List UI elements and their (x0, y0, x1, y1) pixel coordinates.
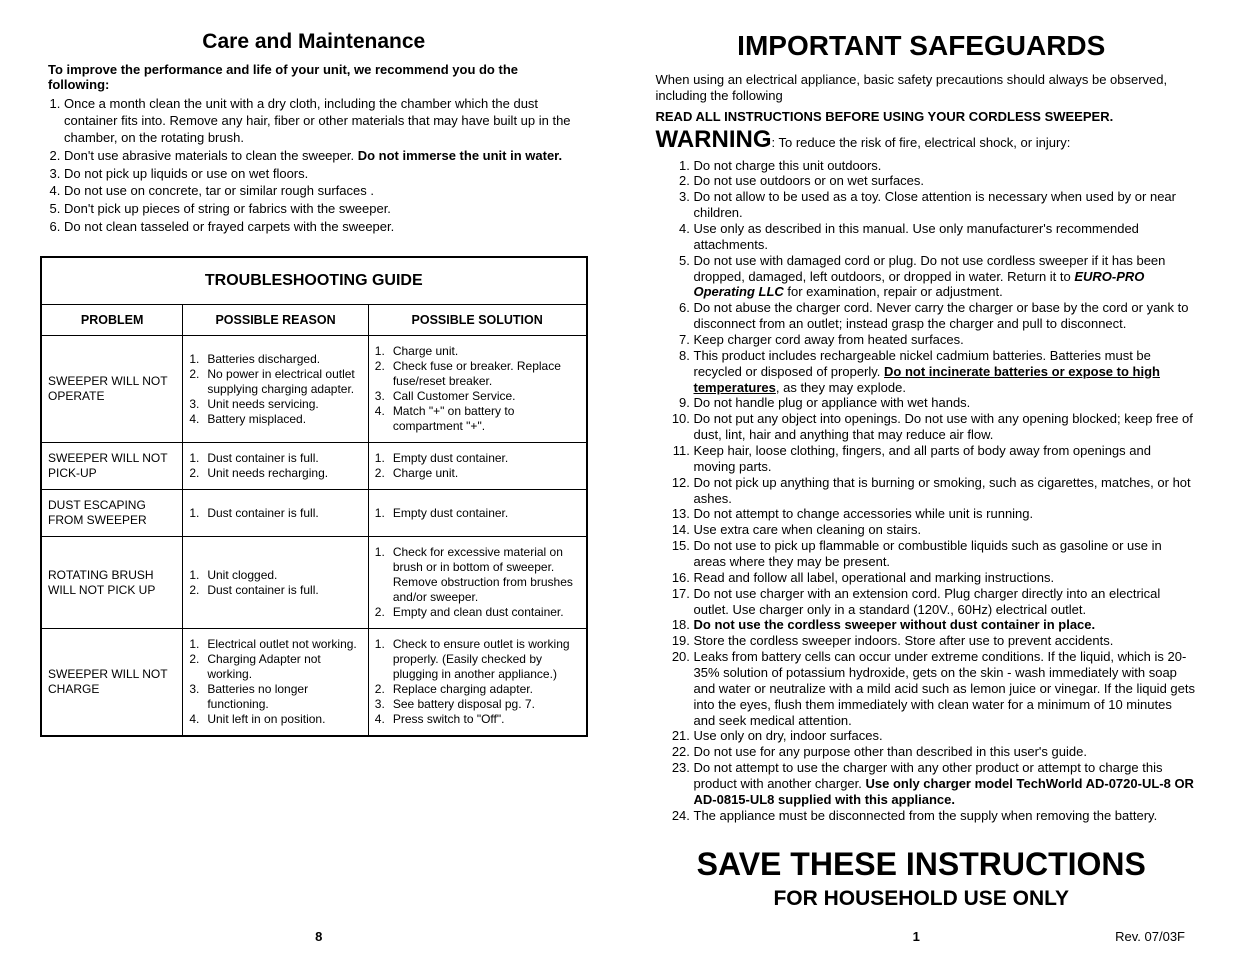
safeguards-list-item: The appliance must be disconnected from … (694, 808, 1196, 824)
trouble-reason: 1.Dust container is full. (183, 490, 368, 537)
trouble-problem: SWEEPER WILL NOT PICK-UP (41, 443, 183, 490)
trouble-reason: 1.Batteries discharged.2.No power in ele… (183, 336, 368, 443)
safeguards-list-item: Do not use the cordless sweeper without … (694, 617, 1196, 633)
right-footer: 1 Rev. 07/03F (618, 929, 1216, 944)
table-row: SWEEPER WILL NOT CHARGE1.Electrical outl… (41, 629, 587, 737)
safeguards-list-item: Do not handle plug or appliance with wet… (694, 395, 1196, 411)
warning-line: WARNING: To reduce the risk of fire, ele… (648, 126, 1196, 154)
left-footer: 8 (20, 929, 618, 944)
safeguards-list-item: This product includes rechargeable nicke… (694, 348, 1196, 396)
trouble-solution: 1.Empty dust container. (368, 490, 586, 537)
safeguards-list-item: Do not use outdoors or on wet surfaces. (694, 173, 1196, 189)
left-page: Care and Maintenance To improve the perf… (20, 30, 618, 944)
trouble-header-solution: POSSIBLE SOLUTION (368, 305, 586, 336)
trouble-solution: 1.Empty dust container.2.Charge unit. (368, 443, 586, 490)
safeguards-list-item: Do not abuse the charger cord. Never car… (694, 300, 1196, 332)
trouble-reason: 1.Dust container is full.2.Unit needs re… (183, 443, 368, 490)
safeguards-list-item: Use only on dry, indoor surfaces. (694, 728, 1196, 744)
household-title: FOR HOUSEHOLD USE ONLY (648, 887, 1196, 911)
safeguards-list-item: Leaks from battery cells can occur under… (694, 649, 1196, 728)
care-list-item: Do not use on concrete, tar or similar r… (64, 183, 588, 200)
trouble-problem: SWEEPER WILL NOT OPERATE (41, 336, 183, 443)
safeguards-list-item: Do not use charger with an extension cor… (694, 586, 1196, 618)
safeguards-title: IMPORTANT SAFEGUARDS (648, 30, 1196, 62)
trouble-header-reason: POSSIBLE REASON (183, 305, 368, 336)
warning-big: WARNING (656, 126, 772, 153)
warning-rest: : To reduce the risk of fire, electrical… (772, 135, 1071, 150)
safeguards-list-item: Do not use to pick up flammable or combu… (694, 538, 1196, 570)
care-list-item: Do not pick up liquids or use on wet flo… (64, 166, 588, 183)
safeguards-list-item: Read and follow all label, operational a… (694, 570, 1196, 586)
care-list-item: Don't pick up pieces of string or fabric… (64, 201, 588, 218)
care-intro: To improve the performance and life of y… (40, 62, 588, 92)
safeguards-list: Do not charge this unit outdoors.Do not … (648, 158, 1196, 824)
care-title: Care and Maintenance (40, 30, 588, 54)
trouble-reason: 1.Unit clogged.2.Dust container is full. (183, 537, 368, 629)
safeguards-intro: When using an electrical appliance, basi… (648, 72, 1196, 105)
trouble-problem: ROTATING BRUSH WILL NOT PICK UP (41, 537, 183, 629)
safeguards-list-item: Do not allow to be used as a toy. Close … (694, 189, 1196, 221)
safeguards-list-item: Do not put any object into openings. Do … (694, 411, 1196, 443)
care-list-item: Once a month clean the unit with a dry c… (64, 96, 588, 147)
safeguards-list-item: Use extra care when cleaning on stairs. (694, 522, 1196, 538)
table-row: ROTATING BRUSH WILL NOT PICK UP1.Unit cl… (41, 537, 587, 629)
care-list: Once a month clean the unit with a dry c… (40, 96, 588, 236)
right-page-num: 1 (913, 929, 920, 944)
table-row: SWEEPER WILL NOT OPERATE1.Batteries disc… (41, 336, 587, 443)
safeguards-list-item: Do not attempt to use the charger with a… (694, 760, 1196, 808)
safeguards-list-item: Do not pick up anything that is burning … (694, 475, 1196, 507)
safeguards-list-item: Store the cordless sweeper indoors. Stor… (694, 633, 1196, 649)
trouble-reason: 1.Electrical outlet not working.2.Chargi… (183, 629, 368, 737)
right-page: IMPORTANT SAFEGUARDS When using an elect… (618, 30, 1216, 944)
safeguards-list-item: Do not attempt to change accessories whi… (694, 506, 1196, 522)
trouble-header-problem: PROBLEM (41, 305, 183, 336)
revision: Rev. 07/03F (1115, 929, 1185, 944)
safeguards-list-item: Use only as described in this manual. Us… (694, 221, 1196, 253)
safeguards-list-item: Do not use for any purpose other than de… (694, 744, 1196, 760)
trouble-solution: 1.Check for excessive material on brush … (368, 537, 586, 629)
trouble-header-row: PROBLEM POSSIBLE REASON POSSIBLE SOLUTIO… (41, 305, 587, 336)
save-title: SAVE THESE INSTRUCTIONS (648, 846, 1196, 883)
read-all-line: READ ALL INSTRUCTIONS BEFORE USING YOUR … (648, 109, 1196, 124)
table-row: SWEEPER WILL NOT PICK-UP1.Dust container… (41, 443, 587, 490)
safeguards-list-item: Keep charger cord away from heated surfa… (694, 332, 1196, 348)
safeguards-list-item: Do not charge this unit outdoors. (694, 158, 1196, 174)
care-list-item: Do not clean tasseled or frayed carpets … (64, 219, 588, 236)
safeguards-list-item: Do not use with damaged cord or plug. Do… (694, 253, 1196, 301)
troubleshooting-table: TROUBLESHOOTING GUIDE PROBLEM POSSIBLE R… (40, 256, 588, 737)
trouble-solution: 1.Charge unit.2.Check fuse or breaker. R… (368, 336, 586, 443)
trouble-problem: SWEEPER WILL NOT CHARGE (41, 629, 183, 737)
trouble-solution: 1.Check to ensure outlet is working prop… (368, 629, 586, 737)
safeguards-list-item: Keep hair, loose clothing, fingers, and … (694, 443, 1196, 475)
trouble-title: TROUBLESHOOTING GUIDE (41, 257, 587, 305)
left-page-num: 8 (315, 929, 322, 944)
care-list-item: Don't use abrasive materials to clean th… (64, 148, 588, 165)
trouble-problem: DUST ESCAPING FROM SWEEPER (41, 490, 183, 537)
table-row: DUST ESCAPING FROM SWEEPER1.Dust contain… (41, 490, 587, 537)
